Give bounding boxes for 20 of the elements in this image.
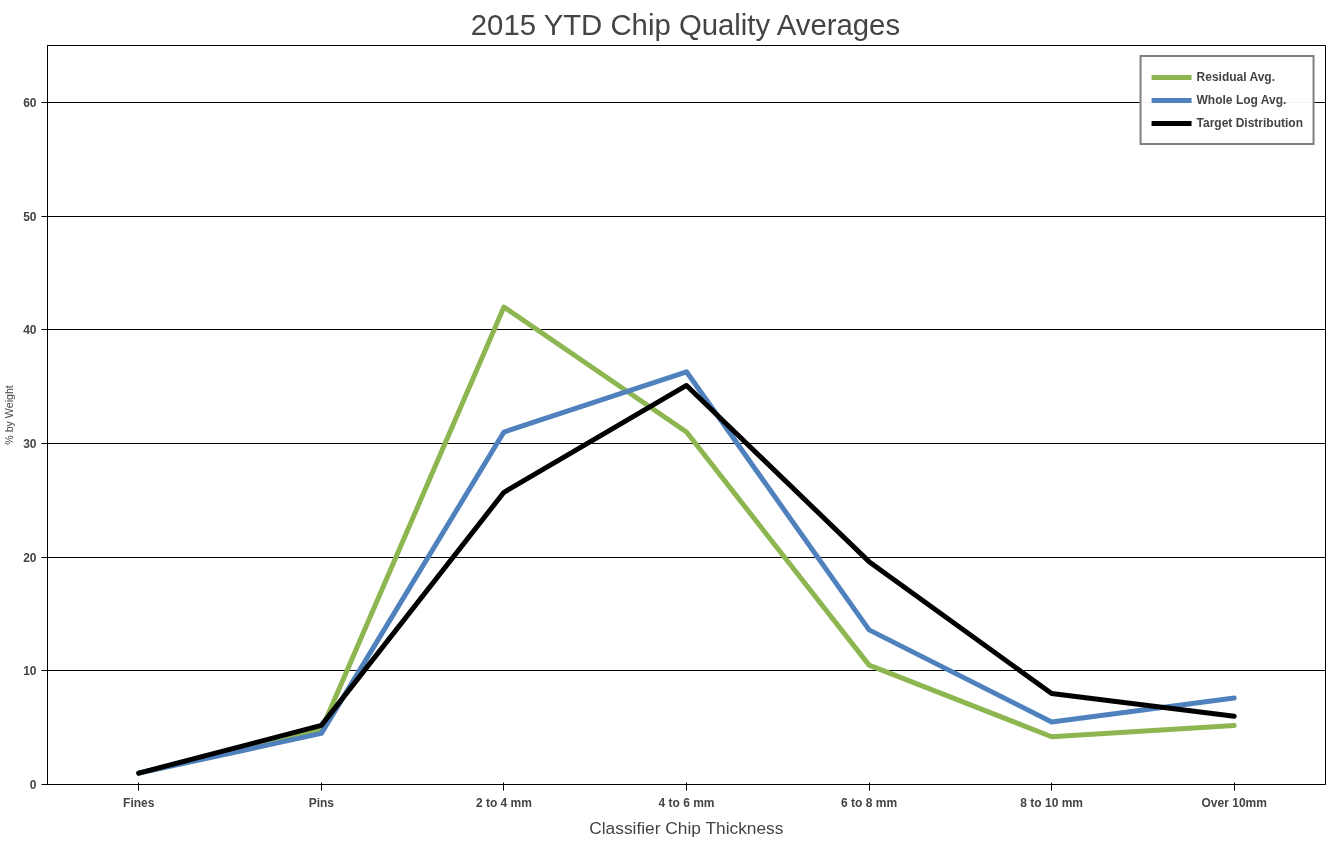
legend-label: Residual Avg.	[1196, 70, 1276, 84]
x-tick-label: 4 to 6 mm	[658, 795, 715, 810]
x-axis-title: Classifier Chip Thickness	[589, 817, 784, 838]
chart-title: 2015 YTD Chip Quality Averages	[470, 7, 901, 41]
y-tick-label: 60	[23, 95, 37, 110]
x-tick-label: 6 to 8 mm	[841, 795, 898, 810]
y-tick-label: 20	[23, 550, 37, 565]
x-tick-label: Over 10mm	[1201, 795, 1267, 810]
y-tick-label: 40	[23, 323, 37, 338]
legend-label: Target Distribution	[1196, 116, 1303, 130]
y-tick-label: 50	[23, 209, 37, 224]
y-tick-label: 0	[29, 778, 37, 792]
y-axis-title: % by Weight	[3, 385, 16, 445]
y-tick-label: 10	[23, 664, 37, 679]
y-tick-label: 30	[23, 436, 37, 451]
x-tick-label: Pins	[308, 795, 335, 810]
x-tick-label: Fines	[123, 795, 155, 810]
x-tick-label: 8 to 10 mm	[1020, 795, 1083, 810]
x-tick-label: 2 to 4 mm	[475, 795, 532, 810]
legend-label: Whole Log Avg.	[1196, 93, 1287, 107]
